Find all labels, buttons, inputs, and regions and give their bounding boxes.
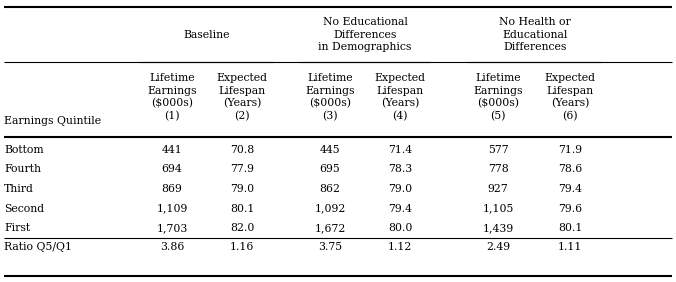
Text: Baseline: Baseline: [184, 30, 231, 39]
Text: Lifetime
Earnings
($000s)
(1): Lifetime Earnings ($000s) (1): [147, 74, 197, 122]
Text: Lifetime
Earnings
($000s)
(5): Lifetime Earnings ($000s) (5): [473, 74, 523, 122]
Text: First: First: [4, 223, 30, 233]
Text: 79.0: 79.0: [230, 184, 254, 194]
Text: Expected
Lifespan
(Years)
(6): Expected Lifespan (Years) (6): [544, 74, 596, 122]
Text: 869: 869: [162, 184, 183, 194]
Text: 80.1: 80.1: [230, 204, 254, 213]
Text: Third: Third: [4, 184, 34, 194]
Text: Ratio Q5/Q1: Ratio Q5/Q1: [4, 243, 72, 252]
Text: 441: 441: [162, 145, 183, 155]
Text: 78.3: 78.3: [388, 164, 412, 175]
Text: 79.4: 79.4: [558, 184, 582, 194]
Text: 79.4: 79.4: [388, 204, 412, 213]
Text: 77.9: 77.9: [230, 164, 254, 175]
Text: Fourth: Fourth: [4, 164, 41, 175]
Text: 695: 695: [320, 164, 341, 175]
Text: 1,092: 1,092: [314, 204, 345, 213]
Text: 778: 778: [487, 164, 508, 175]
Text: 2.49: 2.49: [486, 243, 510, 252]
Text: 927: 927: [487, 184, 508, 194]
Text: No Educational
Differences
in Demographics: No Educational Differences in Demographi…: [318, 17, 412, 52]
Text: 1,703: 1,703: [156, 223, 188, 233]
Text: 71.9: 71.9: [558, 145, 582, 155]
Text: 3.86: 3.86: [160, 243, 184, 252]
Text: 79.0: 79.0: [388, 184, 412, 194]
Text: 1,105: 1,105: [482, 204, 514, 213]
Text: 70.8: 70.8: [230, 145, 254, 155]
Text: 1,439: 1,439: [483, 223, 514, 233]
Text: 71.4: 71.4: [388, 145, 412, 155]
Text: 80.1: 80.1: [558, 223, 582, 233]
Text: 577: 577: [487, 145, 508, 155]
Text: 3.75: 3.75: [318, 243, 342, 252]
Text: Earnings Quintile: Earnings Quintile: [4, 116, 101, 127]
Text: Expected
Lifespan
(Years)
(4): Expected Lifespan (Years) (4): [375, 74, 425, 122]
Text: Expected
Lifespan
(Years)
(2): Expected Lifespan (Years) (2): [216, 74, 268, 122]
Text: 1.16: 1.16: [230, 243, 254, 252]
Text: 1,672: 1,672: [314, 223, 345, 233]
Text: 1.12: 1.12: [388, 243, 412, 252]
Text: Bottom: Bottom: [4, 145, 44, 155]
Text: 445: 445: [320, 145, 340, 155]
Text: 80.0: 80.0: [388, 223, 412, 233]
Text: 862: 862: [320, 184, 341, 194]
Text: 79.6: 79.6: [558, 204, 582, 213]
Text: Lifetime
Earnings
($000s)
(3): Lifetime Earnings ($000s) (3): [306, 74, 355, 122]
Text: 78.6: 78.6: [558, 164, 582, 175]
Text: 694: 694: [162, 164, 183, 175]
Text: Second: Second: [4, 204, 44, 213]
Text: 1.11: 1.11: [558, 243, 582, 252]
Text: 1,109: 1,109: [156, 204, 188, 213]
Text: 82.0: 82.0: [230, 223, 254, 233]
Text: No Health or
Educational
Differences: No Health or Educational Differences: [499, 17, 571, 52]
